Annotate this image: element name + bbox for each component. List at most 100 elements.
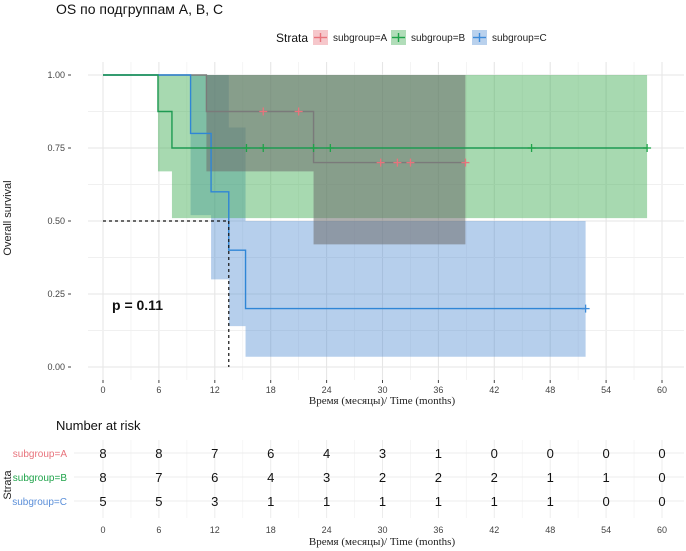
x-tick-label: 54 xyxy=(601,385,611,395)
risk-count: 6 xyxy=(267,446,274,461)
risk-x-tick-label: 0 xyxy=(100,525,105,535)
x-tick-label: 48 xyxy=(545,385,555,395)
curve-b xyxy=(103,74,648,149)
risk-count: 1 xyxy=(602,470,609,485)
risk-x-tick-label: 30 xyxy=(377,525,387,535)
censor-mark-b xyxy=(259,144,268,152)
risk-count: 7 xyxy=(211,446,218,461)
risk-row-b: subgroup=B 8 7 6 4 3 2 2 2 1 1 0 xyxy=(13,470,666,485)
x-tick-label: 18 xyxy=(266,385,276,395)
risk-count: 3 xyxy=(379,446,386,461)
risk-count: 1 xyxy=(435,446,442,461)
x-axis-ticks: 0 6 12 18 24 30 36 42 48 54 60 xyxy=(100,380,667,395)
risk-table: subgroup=A 8 8 7 6 4 3 1 0 0 0 0 subgroup=B 8 7 6 4 3 2 2 2 1… xyxy=(12,446,667,535)
chart-title: OS по подгруппам A, B, C xyxy=(56,1,223,17)
risk-count: 4 xyxy=(323,446,330,461)
risk-count: 8 xyxy=(155,446,162,461)
legend-item-a: subgroup=A xyxy=(313,30,388,45)
risk-table-y-label: Strata xyxy=(2,469,14,499)
risk-count: 3 xyxy=(211,494,218,509)
risk-x-tick-label: 48 xyxy=(545,525,555,535)
risk-count: 1 xyxy=(435,494,442,509)
censor-mark-b xyxy=(643,144,652,152)
y-axis-label: Overall survival xyxy=(2,180,14,255)
risk-row-label: subgroup=C xyxy=(12,497,67,508)
median-lines xyxy=(103,220,230,367)
y-axis-ticks: 0.00 0.25 0.50 0.75 1.00 xyxy=(47,70,71,372)
x-tick-label: 42 xyxy=(489,385,499,395)
risk-count: 7 xyxy=(155,470,162,485)
risk-count: 0 xyxy=(602,446,609,461)
legend: Strata subgroup=A subgroup=B subgroup=C xyxy=(276,30,547,45)
censor-mark-a xyxy=(461,158,470,167)
risk-table-grid xyxy=(74,440,684,518)
y-tick-label: 0.75 xyxy=(47,143,65,153)
censor-mark-a xyxy=(294,107,303,116)
censor-mark-a xyxy=(406,158,415,167)
censor-mark-b xyxy=(242,144,251,152)
risk-x-tick-label: 6 xyxy=(156,525,161,535)
legend-item-b: subgroup=B xyxy=(391,30,466,45)
ci-band-a xyxy=(103,75,466,245)
censor-mark-a xyxy=(259,107,268,116)
risk-count: 2 xyxy=(491,470,498,485)
risk-row-c: subgroup=C 5 5 3 1 1 1 1 1 1 0 0 xyxy=(12,494,665,509)
x-tick-label: 12 xyxy=(210,385,220,395)
risk-count: 0 xyxy=(658,494,665,509)
y-tick-label: 0.00 xyxy=(47,362,65,372)
risk-x-tick-label: 54 xyxy=(601,525,611,535)
risk-count: 0 xyxy=(658,470,665,485)
risk-count: 3 xyxy=(323,470,330,485)
legend-label: subgroup=B xyxy=(411,33,466,44)
risk-count: 0 xyxy=(602,494,609,509)
censor-mark-a xyxy=(376,158,385,167)
risk-table-title: Number at risk xyxy=(56,418,141,433)
censor-mark-b xyxy=(309,144,318,152)
risk-count: 6 xyxy=(211,470,218,485)
y-tick-label: 0.25 xyxy=(47,289,65,299)
legend-title: Strata xyxy=(276,31,308,45)
risk-count: 4 xyxy=(267,470,274,485)
x-axis-label: Время (месяцы)/ Time (months) xyxy=(309,395,456,407)
x-tick-label: 6 xyxy=(156,385,161,395)
risk-count: 8 xyxy=(99,470,106,485)
risk-row-label: subgroup=B xyxy=(13,473,68,484)
risk-count: 1 xyxy=(267,494,274,509)
risk-count: 1 xyxy=(547,470,554,485)
p-value-annotation: p = 0.11 xyxy=(112,297,163,313)
risk-x-tick-label: 42 xyxy=(489,525,499,535)
y-tick-label: 0.50 xyxy=(47,216,65,226)
censor-mark-a xyxy=(393,158,402,167)
risk-count: 1 xyxy=(323,494,330,509)
legend-label: subgroup=A xyxy=(333,33,388,44)
x-tick-label: 60 xyxy=(657,385,667,395)
legend-item-c: subgroup=C xyxy=(472,30,547,45)
censor-mark-c xyxy=(581,304,590,313)
risk-count: 1 xyxy=(491,494,498,509)
x-tick-label: 0 xyxy=(100,385,105,395)
legend-label: subgroup=C xyxy=(492,33,547,44)
risk-row-a: subgroup=A 8 8 7 6 4 3 1 0 0 0 0 xyxy=(13,446,666,461)
x-tick-label: 36 xyxy=(433,385,443,395)
censor-marks xyxy=(242,107,652,313)
risk-count: 0 xyxy=(547,446,554,461)
curve-c xyxy=(103,74,586,310)
risk-count: 1 xyxy=(547,494,554,509)
risk-row-label: subgroup=A xyxy=(13,449,68,460)
confidence-bands xyxy=(103,75,648,357)
risk-count: 2 xyxy=(435,470,442,485)
risk-count: 8 xyxy=(99,446,106,461)
risk-table-x-label: Время (месяцы)/ Time (months) xyxy=(309,536,456,548)
risk-x-tick-label: 60 xyxy=(657,525,667,535)
censor-mark-b xyxy=(527,144,536,152)
risk-x-tick-label: 36 xyxy=(433,525,443,535)
risk-count: 0 xyxy=(491,446,498,461)
risk-count: 0 xyxy=(658,446,665,461)
risk-x-tick-label: 12 xyxy=(210,525,220,535)
risk-count: 5 xyxy=(155,494,162,509)
risk-count: 1 xyxy=(379,494,386,509)
risk-count: 5 xyxy=(99,494,106,509)
x-tick-label: 30 xyxy=(377,385,387,395)
x-tick-label: 24 xyxy=(322,385,332,395)
